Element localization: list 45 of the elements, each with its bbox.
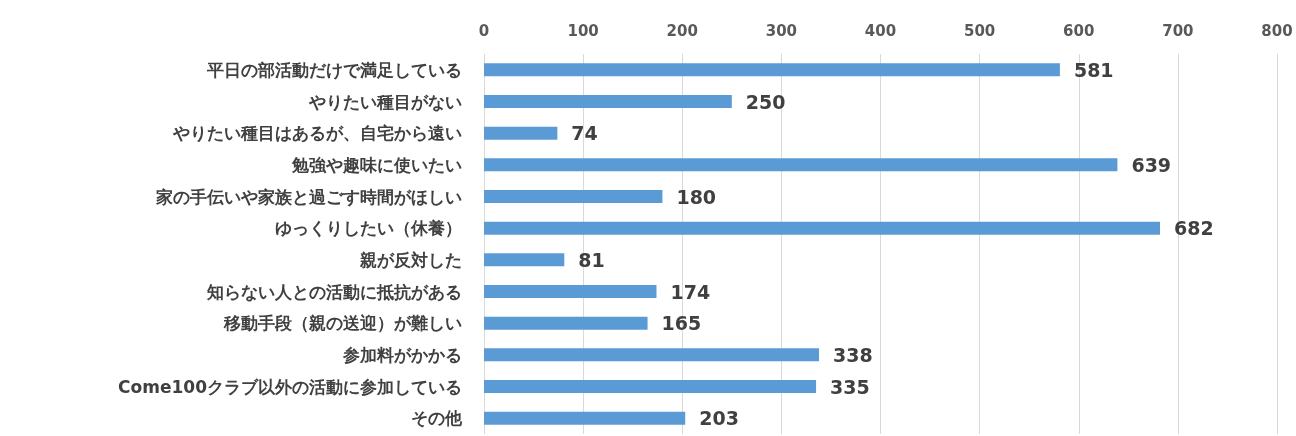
bar [484, 411, 686, 425]
x-tick-label: 300 [765, 21, 798, 40]
bar [484, 95, 732, 108]
data-label: 581 [1073, 58, 1114, 81]
data-label: 165 [661, 312, 702, 335]
x-tick-label: 400 [864, 21, 897, 40]
y-tick-label: 親が反対した [359, 249, 462, 270]
x-tick-label: 800 [1261, 21, 1293, 40]
data-label: 338 [833, 343, 873, 366]
y-tick-label: 移動手段（親の送迎）が難しい [223, 313, 462, 334]
bar [484, 380, 817, 393]
x-tick-label: 700 [1162, 21, 1194, 40]
bar [484, 126, 558, 140]
data-label: 639 [1131, 153, 1172, 176]
y-tick-label: ゆっくりしたい（休養） [275, 218, 462, 239]
bar [484, 285, 657, 298]
data-label: 180 [676, 185, 717, 208]
x-tick-label: 100 [567, 21, 599, 40]
data-label: 682 [1174, 217, 1214, 240]
data-label: 335 [830, 375, 870, 398]
bar [484, 190, 663, 203]
bar [484, 348, 820, 362]
y-tick-label: 平日の部活動だけで満足している [206, 59, 462, 80]
y-tick-label: 参加料がかかる [342, 344, 462, 365]
x-tick-label: 600 [1063, 21, 1095, 40]
data-label: 203 [699, 407, 739, 430]
x-tick-label: 0 [478, 21, 490, 40]
y-tick-label: その他 [411, 408, 463, 429]
y-tick-label: 勉強や趣味に使いたい [291, 154, 462, 175]
data-label: 174 [670, 280, 711, 303]
bar [484, 158, 1118, 172]
y-tick-label: 家の手伝いや家族と過ごす時間がほしい [155, 186, 462, 207]
y-tick-label: やりたい種目はあるが、自宅から遠い [172, 123, 462, 144]
data-label: 81 [578, 248, 605, 271]
data-label: 250 [745, 90, 786, 113]
y-tick-label: やりたい種目がない [308, 91, 462, 112]
bar [484, 316, 648, 330]
data-label: 74 [571, 122, 598, 145]
bar [484, 253, 565, 267]
bar [484, 63, 1060, 77]
x-tick-label: 200 [666, 21, 698, 40]
y-tick-label: Come100クラブ以外の活動に参加している [118, 376, 462, 397]
x-tick-label: 500 [963, 21, 996, 40]
y-tick-label: 知らない人との活動に抵抗がある [206, 281, 462, 302]
bar [484, 221, 1161, 235]
